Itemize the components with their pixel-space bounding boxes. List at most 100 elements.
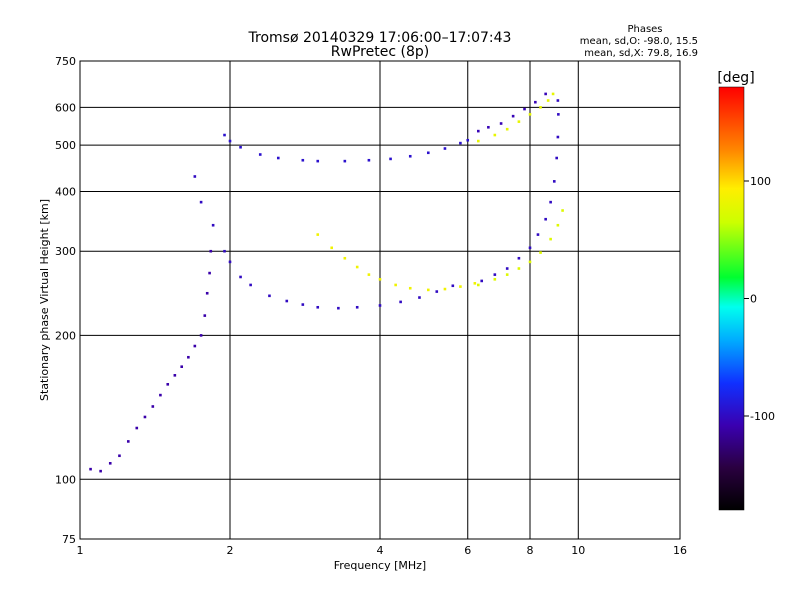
data-point xyxy=(517,267,521,270)
colorbar-ticks: 100 0 -100 xyxy=(744,175,775,423)
data-point xyxy=(199,200,203,204)
data-point xyxy=(343,256,347,260)
data-point xyxy=(135,426,139,430)
data-point xyxy=(505,127,509,131)
data-point xyxy=(505,273,509,276)
data-point xyxy=(536,233,540,236)
data-point xyxy=(276,156,280,160)
data-point xyxy=(208,271,211,275)
data-point xyxy=(193,175,197,178)
data-point xyxy=(223,249,226,253)
data-point xyxy=(493,278,497,281)
data-point xyxy=(523,107,526,111)
data-point xyxy=(228,139,232,143)
y-tick-label: 500 xyxy=(55,139,76,152)
data-point xyxy=(426,288,430,292)
data-point xyxy=(549,237,552,241)
data-point xyxy=(151,405,155,408)
y-axis-label: Stationary phase Virtual Height [km] xyxy=(38,199,51,401)
data-point xyxy=(118,454,121,458)
data-point xyxy=(355,305,359,309)
data-point xyxy=(493,273,497,276)
data-point xyxy=(552,180,556,183)
data-point xyxy=(528,260,532,264)
data-point xyxy=(539,106,542,109)
data-point xyxy=(539,251,542,254)
x-tick-label: 1 xyxy=(77,544,84,557)
data-point xyxy=(316,233,320,236)
data-point xyxy=(180,365,184,368)
data-point xyxy=(389,157,392,161)
data-point xyxy=(561,209,564,212)
y-tick-label: 750 xyxy=(55,55,76,68)
data-point xyxy=(451,284,455,288)
data-point xyxy=(556,135,560,139)
x-tick-label: 4 xyxy=(377,544,384,557)
data-point xyxy=(517,120,521,123)
data-point xyxy=(337,306,340,310)
x-axis-ticks: 1 2 4 6 8 10 16 xyxy=(77,544,688,557)
data-point xyxy=(487,125,490,129)
data-point xyxy=(546,99,550,102)
data-point xyxy=(301,158,305,162)
data-point xyxy=(301,303,305,306)
data-point xyxy=(249,283,252,287)
y-tick-label: 600 xyxy=(55,101,76,114)
data-point xyxy=(166,383,170,386)
data-point xyxy=(544,217,547,221)
data-point xyxy=(544,92,547,96)
grid-lines xyxy=(80,61,680,539)
data-point xyxy=(285,299,289,303)
colorbar-tick-label: 0 xyxy=(750,293,757,306)
y-tick-label: 200 xyxy=(55,329,76,342)
data-point xyxy=(239,145,242,149)
x-tick-label: 10 xyxy=(571,544,585,557)
x-tick-label: 8 xyxy=(527,544,534,557)
data-point xyxy=(473,282,477,285)
data-point xyxy=(239,275,242,279)
data-point xyxy=(477,139,480,143)
data-point xyxy=(511,114,515,118)
x-tick-label: 16 xyxy=(673,544,687,557)
data-point xyxy=(556,99,560,102)
y-tick-label: 400 xyxy=(55,185,76,198)
x-tick-label: 2 xyxy=(227,544,234,557)
data-point xyxy=(378,278,382,281)
data-point xyxy=(549,200,552,204)
data-point xyxy=(367,158,371,162)
y-tick-label: 75 xyxy=(62,533,76,546)
data-point xyxy=(499,122,503,125)
data-point xyxy=(316,305,320,309)
data-point xyxy=(330,246,334,250)
data-point xyxy=(480,279,484,283)
data-point xyxy=(199,334,203,337)
data-point xyxy=(408,154,412,158)
data-point xyxy=(205,291,209,295)
data-point xyxy=(223,133,226,137)
data-point xyxy=(408,286,412,290)
data-point xyxy=(187,355,190,359)
data-point xyxy=(505,267,509,270)
data-point xyxy=(459,285,462,288)
data-point xyxy=(203,314,207,317)
data-point xyxy=(399,300,402,304)
data-point xyxy=(426,151,430,155)
data-point xyxy=(555,156,558,160)
data-point xyxy=(517,256,521,260)
data-point xyxy=(211,223,215,227)
data-point xyxy=(556,223,560,227)
chart-subtitle: RwPretec (8p) xyxy=(331,44,429,60)
data-point xyxy=(143,415,147,419)
x-axis-label: Frequency [MHz] xyxy=(334,559,426,572)
data-point xyxy=(268,294,271,298)
data-point xyxy=(551,92,555,96)
data-point xyxy=(228,260,232,264)
phases-title: Phases xyxy=(627,24,662,35)
phases-x-stats: mean, sd,X: 79.8, 16.9 xyxy=(584,48,698,59)
colorbar-tick-label: 100 xyxy=(750,175,771,188)
data-point xyxy=(435,290,439,293)
data-point xyxy=(394,283,397,287)
data-point xyxy=(466,138,470,142)
data-point xyxy=(443,287,447,291)
